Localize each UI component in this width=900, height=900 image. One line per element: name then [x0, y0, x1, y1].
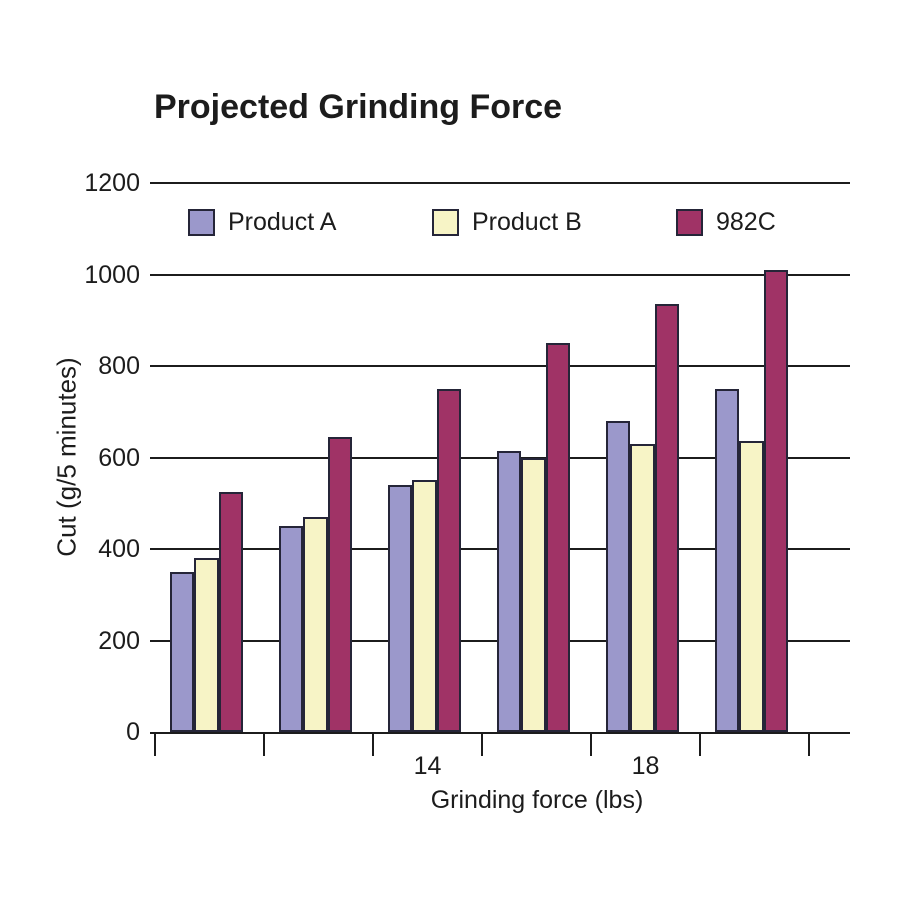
plot-area	[150, 182, 850, 756]
bar-product-a-group-4	[497, 450, 522, 732]
bar-982c-group-4	[545, 343, 571, 732]
y-tick-label-1200: 1200	[84, 169, 140, 197]
bar-product-b-group-4	[521, 457, 546, 732]
legend-swatch-product-a	[188, 209, 215, 236]
bar-product-a-group-5	[606, 420, 631, 732]
y-tick-label-0: 0	[126, 718, 140, 746]
bar-product-a-group-1	[170, 571, 195, 732]
y-tick-label-800: 800	[98, 352, 140, 380]
chart-title: Projected Grinding Force	[154, 88, 563, 126]
bar-product-a-group-2	[279, 526, 304, 732]
bar-product-b-group-2	[303, 516, 328, 732]
bar-product-b-group-5	[630, 443, 655, 732]
y-tick-label-600: 600	[98, 443, 140, 472]
x-axis-tick-4	[590, 732, 592, 756]
y-tick-label-200: 200	[98, 626, 140, 655]
bar-982c-group-1	[218, 491, 244, 732]
x-axis-tick-6	[808, 732, 810, 756]
legend-label-product-b: Product B	[472, 208, 582, 236]
legend-item-product-a: Product A	[188, 209, 336, 236]
y-tick-label-1000: 1000	[84, 260, 140, 289]
x-axis-tick-2	[372, 732, 374, 756]
bar-product-b-group-1	[194, 558, 219, 732]
x-axis-tick-1	[263, 732, 265, 756]
bar-982c-group-6	[763, 269, 789, 732]
bar-product-a-group-3	[388, 484, 413, 732]
legend-item-982c: 982C	[676, 209, 776, 236]
x-group-label-14: 14	[413, 752, 442, 780]
bar-product-a-group-6	[715, 388, 740, 732]
x-axis-tick-0	[154, 732, 156, 756]
gridline-0	[150, 732, 850, 734]
gridline-1200	[150, 182, 850, 184]
x-axis-title: Grinding force (lbs)	[430, 786, 644, 814]
legend-item-product-b: Product B	[432, 209, 582, 236]
bar-982c-group-3	[436, 388, 462, 732]
legend-label-product-a: Product A	[228, 208, 337, 236]
y-tick-label-400: 400	[98, 535, 140, 563]
bar-product-b-group-3	[412, 480, 437, 732]
x-axis-tick-3	[481, 732, 483, 756]
gridline-800	[150, 365, 850, 367]
bar-product-b-group-6	[739, 441, 764, 732]
legend-swatch-982c	[676, 209, 703, 236]
bar-982c-group-5	[654, 304, 680, 732]
legend-label-982c: 982C	[716, 208, 776, 236]
bar-982c-group-2	[327, 436, 353, 732]
legend-swatch-product-b	[432, 209, 459, 236]
gridline-1000	[150, 273, 850, 276]
x-group-label-18: 18	[631, 752, 660, 780]
x-axis-tick-5	[699, 732, 701, 756]
